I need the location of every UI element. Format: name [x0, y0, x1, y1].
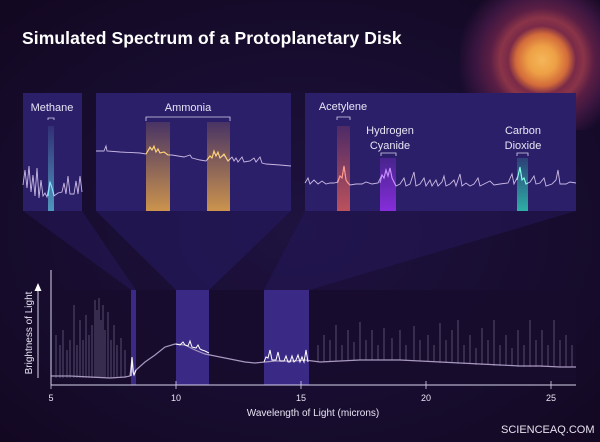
page-title: Simulated Spectrum of a Protoplanetary D… — [22, 28, 402, 48]
x-ticks — [50, 381, 552, 389]
main-highlight-ammonia — [176, 290, 209, 385]
acetylene-label: Acetylene — [319, 101, 367, 113]
hydrogen-cyanide-label-line1: Hydrogen — [366, 125, 414, 137]
x-tick-25: 25 — [546, 393, 556, 403]
carbon-dioxide-label-line2: Dioxide — [505, 140, 542, 152]
main-highlight-acetylene-hcn-co2 — [264, 290, 309, 385]
x-axis-label: Wavelength of Light (microns) — [247, 408, 379, 419]
ammonia-label: Ammonia — [165, 102, 212, 114]
x-tick-15: 15 — [296, 393, 306, 403]
main-highlight-methane — [131, 290, 136, 385]
panel-ammonia: Ammonia — [96, 93, 292, 211]
hydrogen-cyanide-label-line2: Cyanide — [370, 140, 410, 152]
hydrogen-cyanide-band — [380, 158, 396, 211]
x-tick-5: 5 — [48, 393, 53, 403]
y-arrow-head-icon — [34, 283, 42, 291]
methane-label: Methane — [31, 102, 74, 114]
spectrum-highlight-ammonia — [175, 339, 210, 354]
panel-acetylene-hcn-co2: Acetylene Hydrogen Cyanide Carbon Dioxid… — [304, 93, 577, 211]
panel-methane: Methane — [22, 93, 83, 211]
zoom-connectors — [23, 211, 576, 290]
x-tick-20: 20 — [421, 393, 431, 403]
carbon-dioxide-band — [517, 158, 528, 211]
y-axis-label: Brightness of Light — [24, 291, 35, 374]
spectrum-highlight-methane — [130, 356, 137, 377]
methane-band — [48, 126, 54, 211]
spectrum-highlight-acetylene-hcn-co2 — [263, 349, 309, 364]
x-tick-10: 10 — [171, 393, 181, 403]
ammonia-band-2 — [207, 122, 230, 211]
watermark: SCIENCEAQ.COM — [501, 424, 595, 436]
spectrum-line-forest — [55, 298, 573, 378]
main-spectrum-chart: 5 10 15 20 25 Wavelength of Light (micro… — [24, 270, 576, 419]
ammonia-band-1 — [146, 122, 170, 211]
carbon-dioxide-label-line1: Carbon — [505, 125, 541, 137]
